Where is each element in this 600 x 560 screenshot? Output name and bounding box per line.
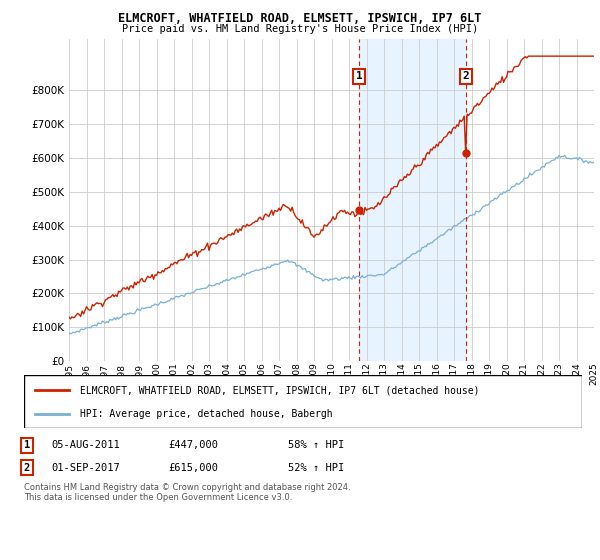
Text: 2: 2 <box>463 72 469 82</box>
Bar <box>359 39 466 361</box>
Text: 58% ↑ HPI: 58% ↑ HPI <box>288 440 344 450</box>
Text: Price paid vs. HM Land Registry's House Price Index (HPI): Price paid vs. HM Land Registry's House … <box>122 24 478 34</box>
Text: 01-SEP-2017: 01-SEP-2017 <box>51 463 120 473</box>
Text: 1: 1 <box>24 440 30 450</box>
FancyBboxPatch shape <box>24 375 582 428</box>
Text: ELMCROFT, WHATFIELD ROAD, ELMSETT, IPSWICH, IP7 6LT (detached house): ELMCROFT, WHATFIELD ROAD, ELMSETT, IPSWI… <box>80 385 479 395</box>
Text: £615,000: £615,000 <box>168 463 218 473</box>
Text: ELMCROFT, WHATFIELD ROAD, ELMSETT, IPSWICH, IP7 6LT: ELMCROFT, WHATFIELD ROAD, ELMSETT, IPSWI… <box>118 12 482 25</box>
Text: This data is licensed under the Open Government Licence v3.0.: This data is licensed under the Open Gov… <box>24 493 292 502</box>
Text: 05-AUG-2011: 05-AUG-2011 <box>51 440 120 450</box>
Text: 1: 1 <box>356 72 362 82</box>
Text: HPI: Average price, detached house, Babergh: HPI: Average price, detached house, Babe… <box>80 408 332 418</box>
Text: 2: 2 <box>24 463 30 473</box>
Text: Contains HM Land Registry data © Crown copyright and database right 2024.: Contains HM Land Registry data © Crown c… <box>24 483 350 492</box>
Text: £447,000: £447,000 <box>168 440 218 450</box>
Text: 52% ↑ HPI: 52% ↑ HPI <box>288 463 344 473</box>
